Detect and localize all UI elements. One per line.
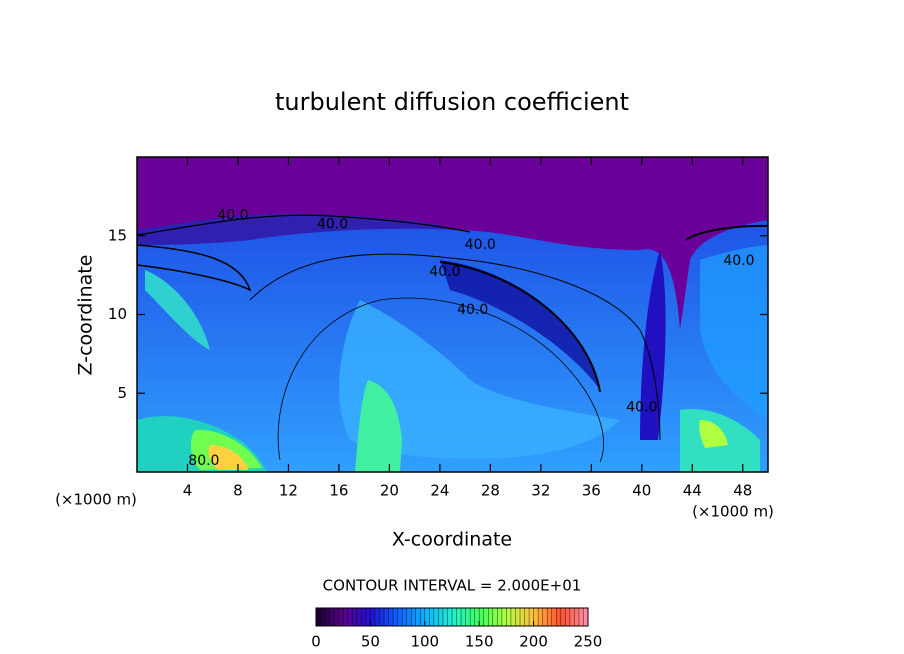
colorbar-swatch [393, 608, 398, 626]
colorbar-tick-label: 100 [410, 633, 439, 651]
x-axis-label: X-coordinate [392, 529, 512, 551]
colorbar-tick-label: 50 [361, 633, 380, 651]
colorbar-swatch [379, 608, 385, 626]
colorbar-swatch [415, 608, 421, 626]
colorbar-swatch [452, 608, 457, 626]
colorbar-swatch [538, 608, 543, 626]
colorbar-tick-label: 200 [519, 633, 548, 651]
colorbar-swatch [569, 608, 575, 626]
colorbar-swatch [329, 608, 335, 626]
colorbar-swatch [560, 608, 566, 626]
colorbar-swatch [551, 608, 557, 626]
x-tick-label: 28 [481, 482, 500, 500]
colorbar-swatch [515, 608, 521, 626]
colorbar-swatch [338, 608, 344, 626]
x-tick-label: 36 [582, 482, 601, 500]
colorbar-swatch [501, 608, 507, 626]
colorbar-swatch [492, 608, 498, 626]
colorbar-swatch [365, 608, 371, 626]
contour-label: 40.0 [723, 253, 754, 269]
contour-label: 40.0 [457, 302, 488, 318]
contour-label: 40.0 [317, 217, 348, 233]
colorbar-swatch [352, 608, 358, 626]
contour-interval: CONTOUR INTERVAL = 2.000E+01 [323, 577, 582, 595]
colorbar-swatch [461, 608, 466, 626]
colorbar-swatch [456, 608, 462, 626]
colorbar-swatch [334, 608, 339, 626]
colorbar-swatch [533, 608, 539, 626]
contour-label: 40.0 [217, 207, 248, 223]
colorbar-swatch [483, 608, 489, 626]
colorbar-swatch [420, 608, 426, 626]
colorbar-swatch [320, 608, 326, 626]
colorbar-swatch [343, 608, 349, 626]
colorbar-swatch [402, 608, 407, 626]
colorbar-swatch [411, 608, 417, 626]
colorbar-swatch [438, 608, 444, 626]
colorbar-swatch [356, 608, 362, 626]
contour-label: 40.0 [465, 237, 496, 253]
x-tick-label: 44 [683, 482, 702, 500]
y-tick-label: 10 [108, 305, 127, 323]
x-tick-label: 4 [183, 482, 193, 500]
colorbar-swatch [361, 608, 367, 626]
colorbar-swatch [388, 608, 394, 626]
colorbar-swatch [442, 608, 448, 626]
colorbar-swatch [347, 608, 353, 626]
colorbar-swatch [510, 608, 516, 626]
colorbar-swatch [578, 608, 584, 626]
colorbar-swatch [488, 608, 494, 626]
colorbar-swatch [524, 608, 530, 626]
colorbar-swatch [529, 608, 534, 626]
colorbar-tick-label: 150 [465, 633, 494, 651]
x-tick-label: 48 [733, 482, 752, 500]
y-tick-label: 5 [117, 384, 127, 402]
colorbar-swatch [474, 608, 480, 626]
colorbar-swatch [556, 608, 562, 626]
field-shading [137, 157, 768, 472]
colorbar-swatch [470, 608, 475, 626]
colorbar-tick-label: 0 [311, 633, 321, 651]
x-tick-label: 32 [531, 482, 550, 500]
x-unit-label: (×1000 m) [692, 503, 774, 521]
colorbar-swatch [424, 608, 430, 626]
colorbar-swatch [547, 608, 553, 626]
colorbar-swatch [479, 608, 485, 626]
colorbar-swatch [370, 608, 376, 626]
colorbar-swatch [374, 608, 380, 626]
y-tick-label: 15 [108, 226, 127, 244]
contour-label: 80.0 [188, 453, 219, 469]
colorbar-swatch [542, 608, 548, 626]
x-tick-label: 16 [329, 482, 348, 500]
colorbar-swatch [574, 608, 580, 626]
chart-title: turbulent diffusion coefficient [275, 88, 629, 116]
colorbar-swatch [447, 608, 453, 626]
x-tick-label: 8 [233, 482, 243, 500]
x-tick-label: 40 [632, 482, 651, 500]
x-tick-label: 20 [380, 482, 399, 500]
colorbar-swatch [520, 608, 525, 626]
y-unit-label: (×1000 m) [55, 491, 137, 509]
colorbar-swatch [506, 608, 512, 626]
colorbar-swatch [565, 608, 571, 626]
colorbar-swatch [384, 608, 389, 626]
colorbar-swatch [325, 608, 330, 626]
colorbar-swatch [583, 608, 589, 626]
colorbar-swatch [497, 608, 503, 626]
colorbar-swatch [433, 608, 439, 626]
contour-label: 40.0 [429, 264, 460, 280]
x-tick-label: 12 [279, 482, 298, 500]
colorbar-swatch [429, 608, 435, 626]
colorbar-swatch [406, 608, 412, 626]
colorbar-frame [315, 607, 589, 627]
colorbar-swatch [465, 608, 471, 626]
colorbar-swatch [316, 608, 321, 626]
x-tick-label: 24 [430, 482, 449, 500]
y-axis-label: Z-coordinate [75, 255, 97, 376]
colorbar-swatch [397, 608, 403, 626]
colorbar-tick-label: 250 [574, 633, 603, 651]
contour-label: 40.0 [626, 399, 657, 415]
